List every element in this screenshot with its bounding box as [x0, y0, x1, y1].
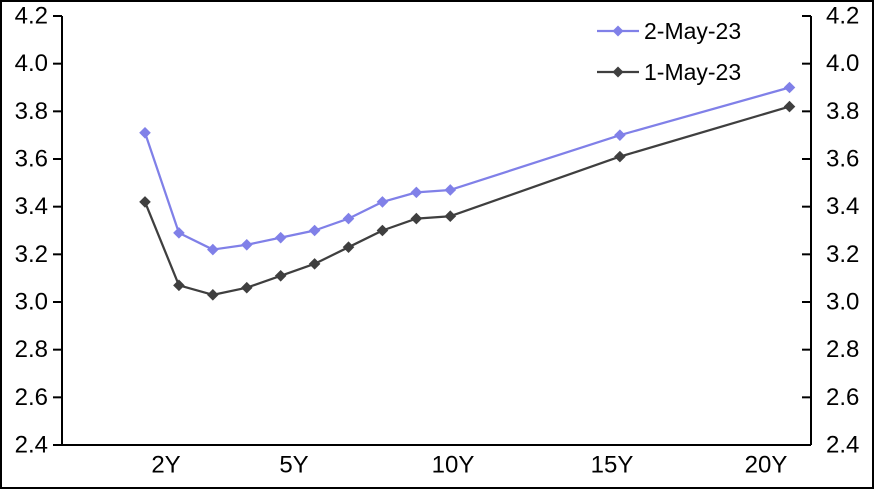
data-point-marker-1-May-23 [207, 289, 219, 301]
data-point-marker-1-May-23 [342, 241, 355, 253]
x-tick-label: 15Y [591, 452, 634, 479]
y-tick-label-right: 3.2 [826, 241, 859, 268]
y-tick-label-left: 2.4 [15, 432, 48, 459]
data-point-marker-1-May-23 [410, 212, 423, 225]
legend-item-label: 1-May-23 [644, 59, 741, 85]
data-point-marker-1-May-23 [376, 224, 389, 237]
data-point-marker-2-May-23 [207, 243, 219, 256]
series-line-2-May-23 [143, 86, 790, 251]
data-point-marker-2-May-23 [783, 81, 796, 94]
y-tick-label-right: 3.0 [826, 289, 859, 316]
y-tick-label-left: 2.8 [15, 336, 48, 363]
y-tick-label-left: 4.2 [15, 3, 48, 30]
y-tick-label-right: 2.8 [826, 336, 859, 363]
legend-marker-diamond-icon [612, 66, 624, 78]
data-point-marker-2-May-23 [274, 231, 287, 244]
y-tick-label-right: 4.0 [826, 50, 859, 77]
data-point-marker-1-May-23 [274, 269, 287, 282]
y-tick-label-right: 2.4 [826, 432, 859, 459]
legend-item: 2-May-23 [597, 18, 741, 44]
legend-marker-diamond-icon [612, 25, 624, 37]
y-tick-label-right: 3.4 [826, 193, 859, 220]
legend-item-label: 2-May-23 [644, 18, 741, 44]
x-tick-label: 20Y [745, 452, 788, 479]
data-point-marker-1-May-23 [308, 258, 321, 270]
data-point-marker-2-May-23 [240, 239, 253, 251]
y-tick-label-right: 3.6 [826, 146, 859, 173]
y-tick-label-left: 3.2 [15, 241, 48, 268]
x-tick-label: 5Y [279, 452, 308, 479]
y-tick-label-left: 3.8 [15, 98, 48, 125]
y-tick-label-right: 3.8 [826, 98, 859, 125]
legend-item: 1-May-23 [597, 59, 741, 85]
data-point-marker-1-May-23 [240, 281, 253, 294]
data-point-marker-1-May-23 [444, 210, 457, 222]
data-point-marker-1-May-23 [614, 150, 626, 163]
x-tick-label: 2Y [151, 452, 180, 479]
y-tick-label-left: 3.4 [15, 193, 48, 220]
data-point-marker-2-May-23 [376, 196, 389, 208]
y-tick-label-left: 2.6 [15, 384, 48, 411]
data-point-marker-2-May-23 [342, 212, 355, 225]
data-point-marker-2-May-23 [139, 126, 151, 139]
data-point-marker-2-May-23 [173, 227, 185, 239]
y-tick-label-left: 4.0 [15, 50, 48, 77]
data-point-marker-2-May-23 [444, 184, 457, 196]
data-point-marker-1-May-23 [139, 196, 151, 208]
data-point-marker-2-May-23 [308, 224, 321, 237]
x-tick-label: 10Y [432, 452, 475, 479]
data-point-marker-2-May-23 [410, 186, 423, 199]
y-tick-label-left: 3.6 [15, 146, 48, 173]
y-tick-label-right: 4.2 [826, 3, 859, 30]
data-point-marker-1-May-23 [173, 279, 185, 292]
series-line-1-May-23 [143, 105, 790, 296]
y-tick-label-right: 2.6 [826, 384, 859, 411]
data-point-marker-1-May-23 [783, 100, 796, 113]
data-point-marker-2-May-23 [614, 129, 626, 141]
y-tick-label-left: 3.0 [15, 289, 48, 316]
